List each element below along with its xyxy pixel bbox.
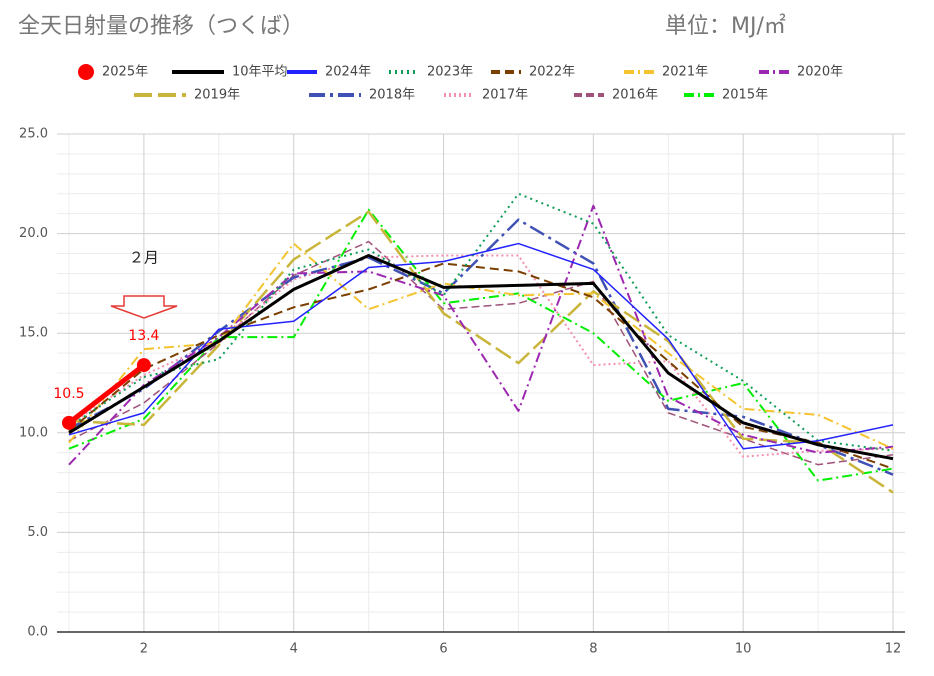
series-line	[68, 240, 894, 466]
arrow	[110, 295, 178, 319]
unit-label: 単位：MJ/㎡	[665, 13, 786, 39]
legend-label: 10年平均	[232, 65, 288, 80]
legend-label: 2021年	[662, 65, 708, 80]
legend-label: 2023年	[427, 65, 473, 80]
x-tick-label: 12	[885, 642, 902, 657]
y-tick-label: 0.0	[27, 625, 48, 640]
legend-label: 2015年	[722, 88, 768, 103]
series-line	[68, 204, 894, 466]
legend-label: 2018年	[369, 88, 415, 103]
legend-label: 2022年	[529, 65, 575, 80]
y-tick-label: 20.0	[19, 226, 48, 241]
data-label: 10.5	[53, 386, 84, 402]
legend: 2025年 10年平均 2024年 2023年 2022年 2021年 2020年 2019年…	[78, 64, 843, 103]
legend-swatch	[78, 64, 94, 80]
data-label: 13.4	[128, 328, 159, 344]
series-line	[68, 210, 894, 494]
chart-title: 全天日射量の推移（つくば）	[18, 14, 304, 39]
grid: 0.0 5.0 10.0 15.0 20.0 25.0 2 4 6 8 10 12	[19, 127, 905, 657]
point	[136, 358, 151, 373]
series-line	[67, 363, 146, 425]
x-tick-label: 2	[140, 642, 148, 657]
series-line	[68, 262, 894, 470]
y-tick-label: 25.0	[19, 127, 48, 142]
legend-label: 2025年	[102, 65, 148, 80]
legend-label: 2017年	[482, 88, 528, 103]
x-tick-label: 10	[735, 642, 752, 657]
y-tick-label: 5.0	[27, 525, 48, 540]
y-tick-label: 15.0	[19, 326, 48, 341]
series-line	[68, 242, 894, 450]
legend-label: 2024年	[325, 65, 371, 80]
series-line	[68, 192, 894, 452]
series-line	[68, 218, 894, 476]
lines: 10.5 13.4	[53, 192, 894, 494]
x-tick-label: 8	[589, 642, 597, 657]
legend-label: 2019年	[194, 88, 240, 103]
legend-label: 2016年	[612, 88, 658, 103]
x-tick-label: 6	[439, 642, 447, 657]
series-line	[68, 242, 894, 450]
y-tick-label: 10.0	[19, 425, 48, 440]
legend-label: 2020年	[797, 65, 843, 80]
annotation: ２月	[129, 249, 159, 267]
x-tick-label: 4	[290, 642, 298, 657]
series-line	[68, 254, 894, 461]
point	[61, 415, 76, 430]
